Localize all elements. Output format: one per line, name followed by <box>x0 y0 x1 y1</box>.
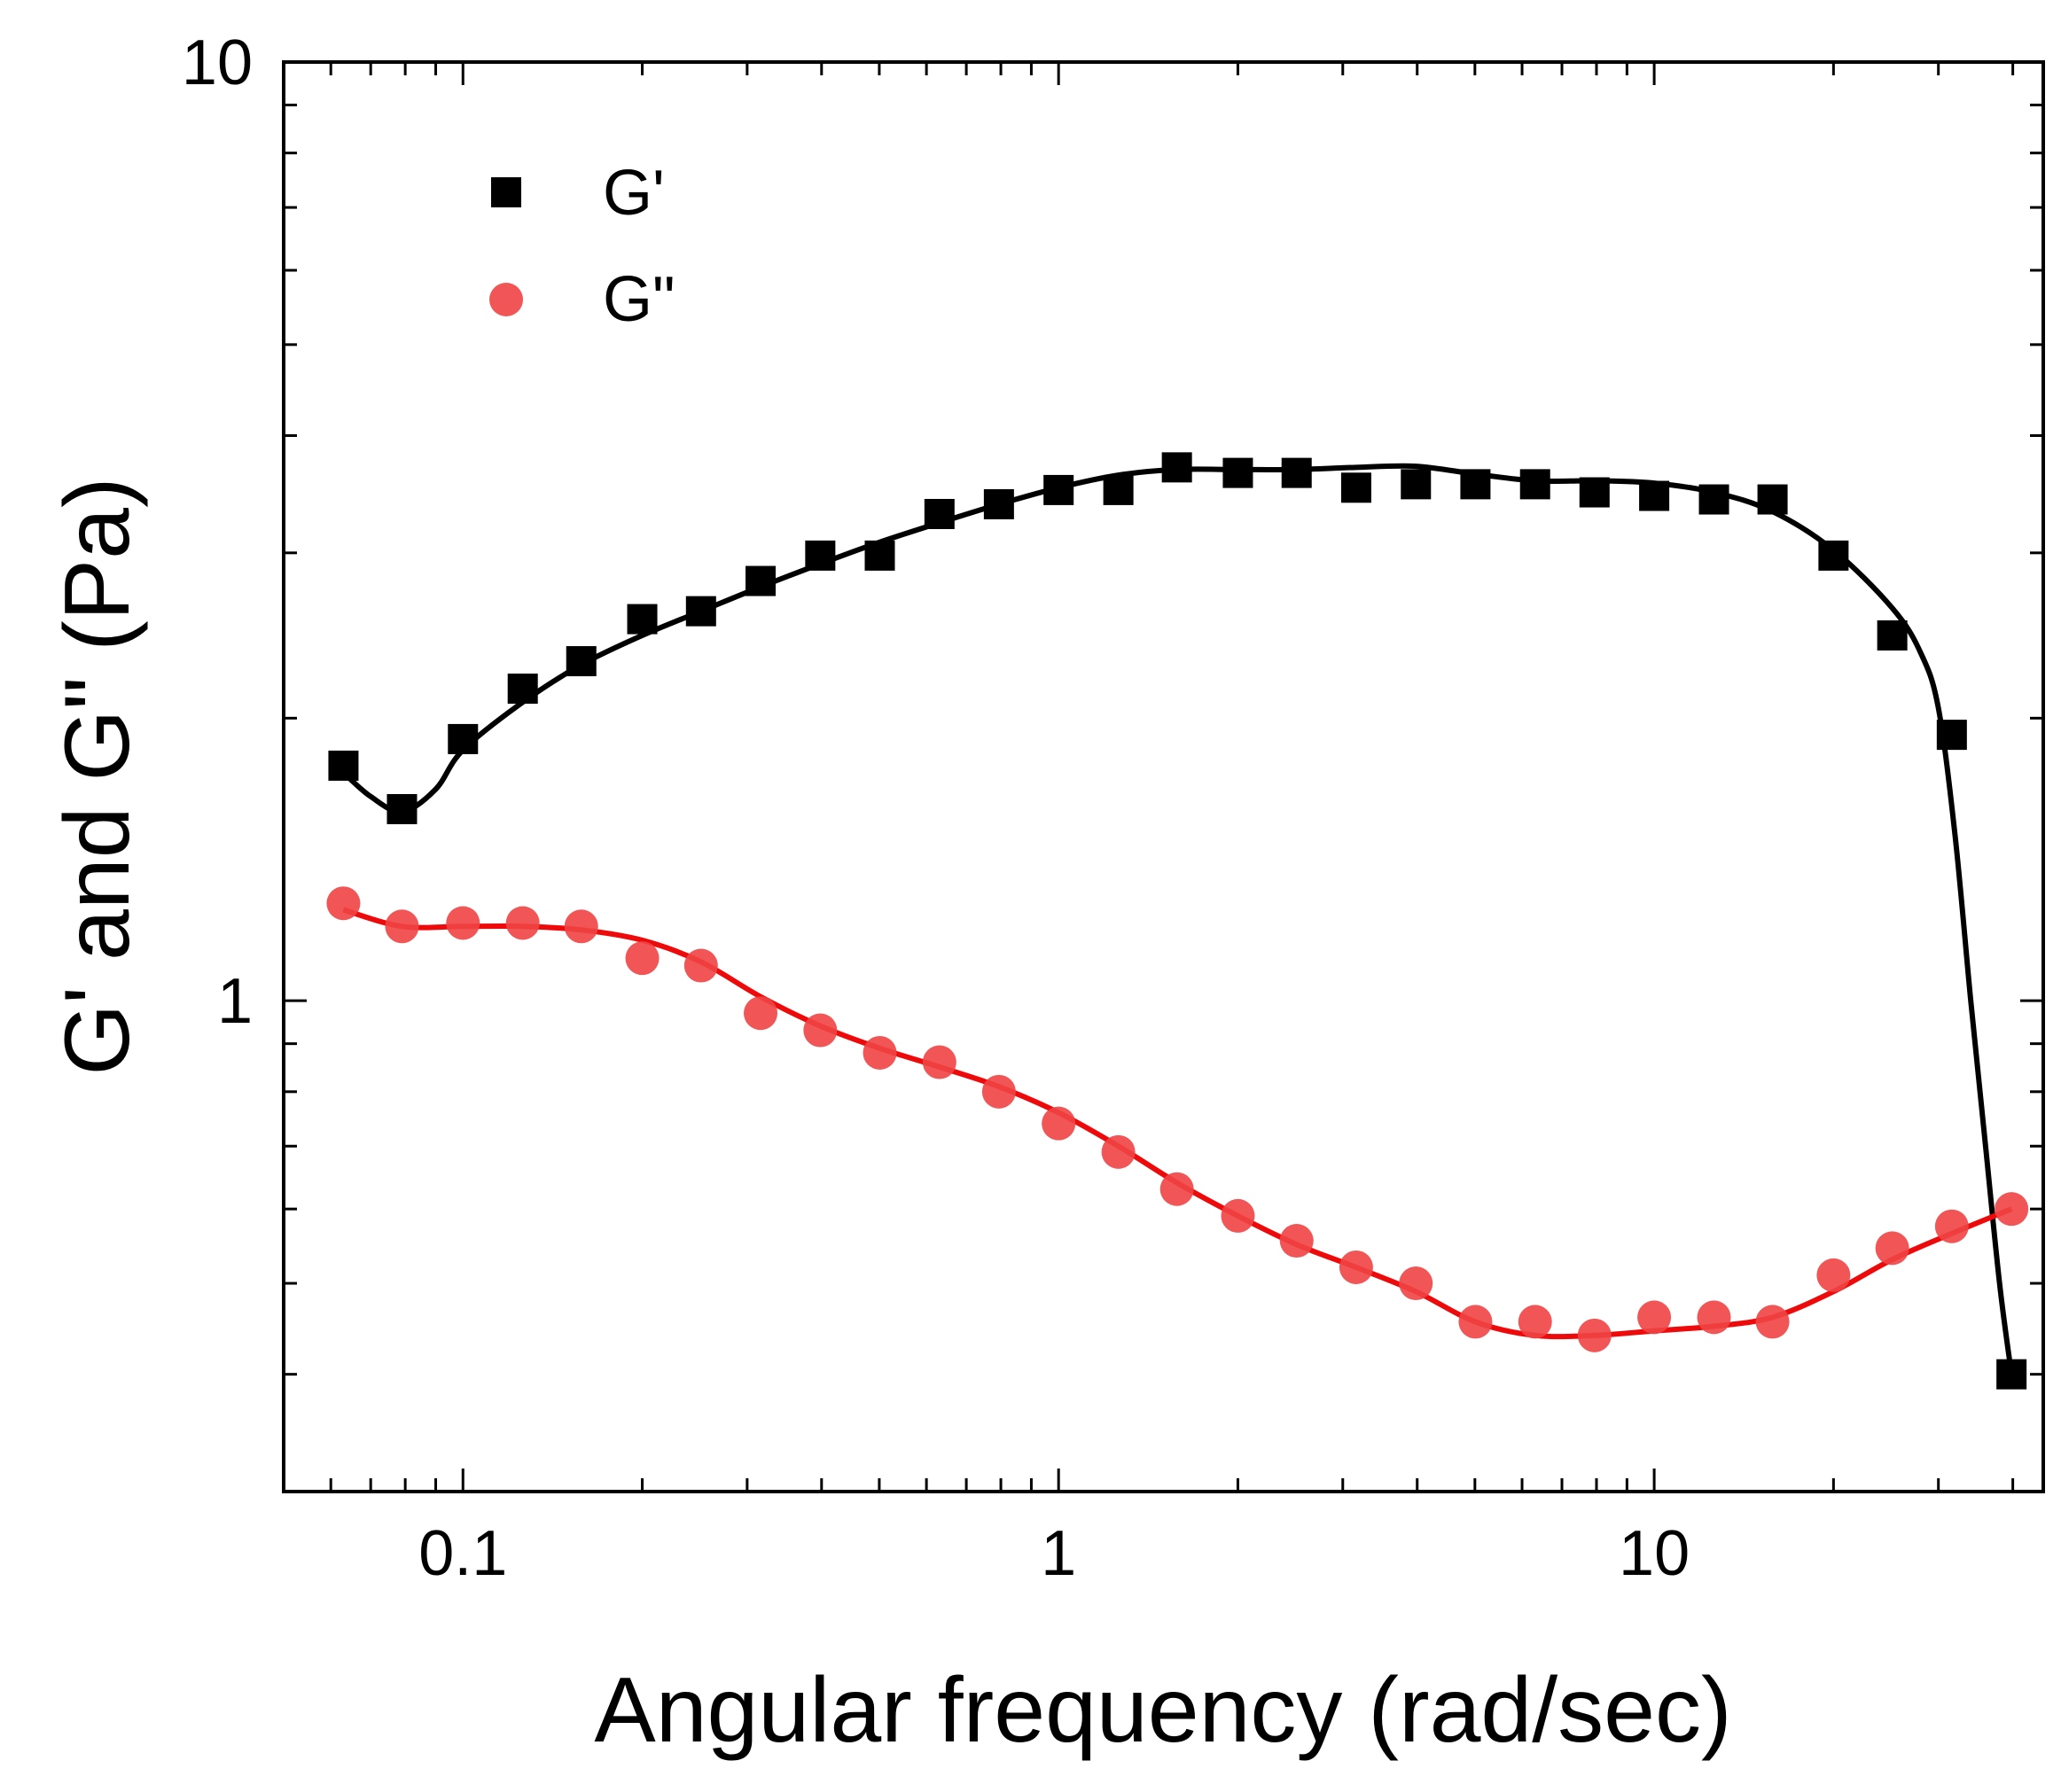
g-prime-point <box>1818 540 1849 571</box>
g-prime-point <box>864 540 895 571</box>
g-double-prime-point <box>1995 1192 2029 1227</box>
x-axis-title: Angular frequency (rad/sec) <box>594 1659 1731 1762</box>
g-double-prime-point <box>744 996 778 1031</box>
g-double-prime-point <box>1101 1134 1136 1169</box>
g-double-prime-fit-line <box>342 907 2013 1340</box>
legend-label-g-prime: G' <box>603 158 665 229</box>
g-double-prime-point <box>1934 1209 1969 1243</box>
g-double-prime-point <box>1637 1300 1672 1335</box>
g-prime-point <box>805 540 836 571</box>
g-double-prime-point <box>1399 1266 1433 1301</box>
g-double-prime-point <box>1697 1300 1731 1335</box>
g-double-prime-point <box>505 906 540 940</box>
x-tick-label: 10 <box>1619 1518 1690 1589</box>
g-prime-point <box>1043 474 1074 505</box>
g-double-prime-point <box>1577 1318 1612 1352</box>
g-prime-point <box>1161 452 1192 483</box>
g-prime-point <box>1281 457 1312 488</box>
y-axis-title: G' and G" (Pa) <box>46 477 149 1075</box>
g-prime-point <box>328 750 359 781</box>
g-prime-point <box>507 674 538 705</box>
plot-frame <box>282 60 2045 1493</box>
g-prime-point <box>1579 477 1610 508</box>
legend-marker-g-double-prime <box>489 283 523 316</box>
g-prime-point <box>1877 619 1908 651</box>
g-double-prime-point <box>922 1045 956 1079</box>
g-prime-point <box>1401 469 1432 500</box>
g-double-prime-point <box>981 1074 1016 1109</box>
g-double-prime-point <box>1816 1258 1851 1292</box>
g-prime-point <box>1222 457 1253 488</box>
g-prime-point <box>1996 1359 2027 1390</box>
g-prime-point <box>746 565 777 596</box>
g-prime-point <box>1103 474 1134 505</box>
g-double-prime-point <box>1518 1305 1552 1339</box>
g-prime-point <box>627 604 658 635</box>
g-double-prime-point <box>1458 1305 1493 1339</box>
legend: G' G" <box>489 158 675 335</box>
y-tick-label: 10 <box>182 27 253 98</box>
data-points-layer <box>326 452 2029 1390</box>
g-double-prime-point <box>863 1035 897 1070</box>
g-double-prime-point <box>446 906 480 940</box>
tick-labels-layer: 0.1 1 10 1 10 <box>182 27 1690 1589</box>
g-double-prime-point <box>683 948 718 983</box>
g-double-prime-point <box>1279 1224 1314 1258</box>
g-prime-point <box>1340 472 1371 503</box>
legend-label-g-double-prime: G" <box>603 264 675 335</box>
ticks-layer <box>282 60 2043 1493</box>
g-double-prime-point <box>1755 1305 1790 1339</box>
g-prime-point <box>685 596 716 627</box>
g-double-prime-point <box>1042 1106 1076 1141</box>
g-double-prime-point <box>1159 1172 1194 1206</box>
g-prime-point <box>1757 484 1788 515</box>
legend-marker-g-prime <box>491 177 521 207</box>
g-prime-point <box>386 793 418 824</box>
g-prime-point <box>566 646 597 677</box>
g-double-prime-point <box>564 909 598 944</box>
g-double-prime-point <box>625 941 660 976</box>
g-prime-fit-line <box>341 463 2015 1375</box>
g-prime-point <box>1519 469 1550 500</box>
g-prime-point <box>1936 720 1967 751</box>
x-tick-label: 0.1 <box>418 1518 507 1589</box>
g-prime-point <box>924 498 955 529</box>
g-double-prime-point <box>1875 1231 1909 1266</box>
g-double-prime-point <box>326 886 361 921</box>
g-double-prime-point <box>1339 1250 1373 1284</box>
g-prime-point <box>1698 484 1729 515</box>
x-tick-label: 1 <box>1041 1518 1076 1589</box>
g-prime-point <box>1460 469 1491 500</box>
y-tick-label: 1 <box>217 966 253 1037</box>
g-double-prime-point <box>385 909 419 944</box>
g-prime-point <box>448 723 479 754</box>
g-prime-point <box>983 488 1014 519</box>
g-double-prime-point <box>1221 1198 1255 1233</box>
g-prime-point <box>1639 480 1670 511</box>
g-double-prime-point <box>803 1013 838 1048</box>
